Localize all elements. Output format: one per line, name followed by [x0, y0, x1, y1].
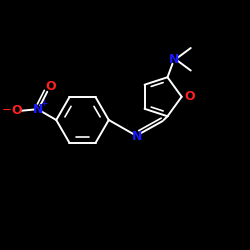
Text: O: O: [45, 80, 56, 93]
Text: −: −: [2, 103, 12, 116]
Text: N: N: [33, 103, 43, 116]
Text: O: O: [184, 90, 195, 103]
Text: N: N: [132, 130, 142, 143]
Text: O: O: [11, 104, 22, 117]
Text: +: +: [40, 99, 48, 108]
Text: N: N: [168, 53, 179, 66]
